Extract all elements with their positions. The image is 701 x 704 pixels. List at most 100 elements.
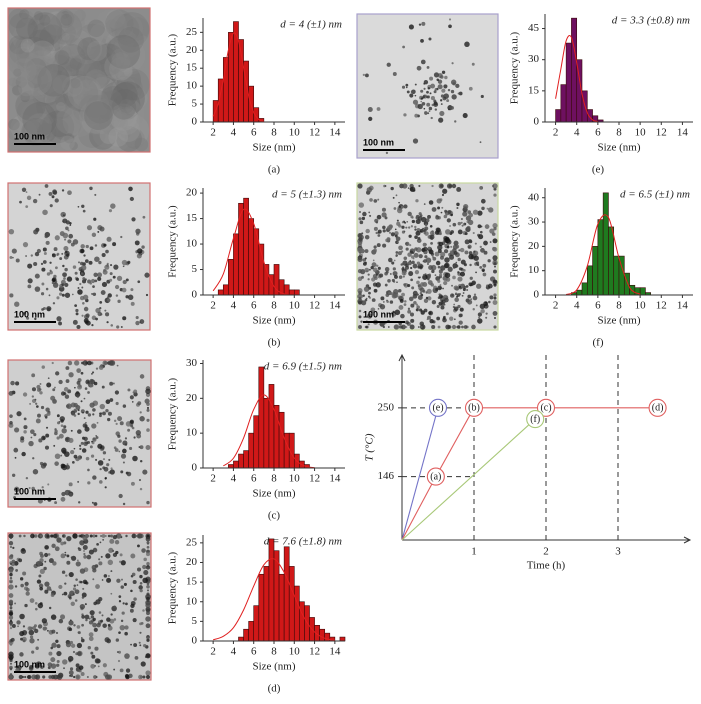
tem-particle [68, 627, 73, 632]
x-tick-label: 6 [251, 300, 257, 312]
tem-particle [391, 293, 397, 299]
tem-particle [23, 430, 27, 434]
tem-particle [453, 303, 456, 306]
tem-particle [69, 619, 72, 622]
tem-particle [14, 456, 17, 459]
tem-particle [414, 228, 417, 231]
tem-particle [370, 265, 374, 270]
tem-particle [435, 287, 439, 291]
tem-texture [89, 38, 100, 50]
tem-particle [58, 618, 64, 624]
tem-texture [88, 72, 110, 93]
tem-texture [60, 135, 75, 151]
tem-texture [33, 81, 56, 104]
tem-particle [38, 438, 43, 443]
tem-particle [93, 381, 98, 386]
tem-particle [428, 37, 432, 41]
tem-particle [50, 593, 55, 597]
tem-texture [68, 80, 82, 95]
tem-particle [386, 237, 391, 241]
bar [278, 411, 285, 469]
tem-particle [365, 297, 368, 300]
tem-particle [480, 308, 485, 314]
tem-particle [65, 226, 69, 231]
tem-texture [102, 78, 129, 104]
tem-particle [82, 423, 88, 428]
tem-particle [120, 453, 127, 459]
tem-particle [121, 287, 127, 293]
tem-particle [145, 552, 151, 557]
tem-particle [431, 300, 437, 305]
tem-particle [72, 460, 75, 464]
tem-particle [67, 190, 72, 196]
tem-particle [120, 326, 123, 328]
tem-particle [474, 242, 477, 245]
tem-particle [86, 225, 93, 231]
tem-particle [60, 424, 64, 428]
tem-particle [91, 315, 97, 321]
tem-particle [146, 592, 150, 596]
tem-particle [130, 424, 134, 428]
tem-particle [377, 198, 380, 201]
tem-particle [405, 83, 409, 87]
tem-particle [408, 234, 412, 238]
tem-particle [75, 578, 78, 581]
tem-particle [110, 467, 113, 470]
y-tick-label: 15 [186, 62, 198, 74]
tem-particle [83, 441, 88, 447]
tem-particle [139, 487, 143, 491]
tem-texture [86, 84, 111, 108]
tem-particle [427, 262, 429, 265]
point-marker [426, 467, 445, 486]
tem-particle [97, 272, 103, 278]
tem-particle [102, 451, 107, 455]
bar [248, 621, 255, 642]
tem-particle [380, 296, 385, 301]
tem-particle [46, 306, 52, 312]
tem-particle [9, 605, 13, 608]
tem-particle [139, 459, 143, 463]
tem-particle [473, 293, 477, 296]
tem-texture [89, 45, 117, 74]
tem-particle [360, 320, 363, 323]
tem-particle [391, 261, 395, 265]
y-tick-label: 30 [186, 357, 198, 369]
tem-particle [81, 615, 85, 619]
tem-particle [14, 301, 20, 307]
tem-particle [64, 582, 67, 585]
tem-particle [89, 610, 95, 616]
y-tick-label: 15 [186, 212, 198, 224]
tem-texture [86, 62, 114, 91]
tem-particle [8, 593, 14, 598]
tem-particle [461, 325, 464, 329]
tem-particle [106, 674, 113, 680]
tem-particle [132, 579, 137, 585]
tem-particle [358, 202, 365, 208]
tem-particle [33, 624, 37, 628]
tem-particle [458, 320, 463, 325]
tem-particle [29, 665, 34, 670]
tem-texture [71, 92, 106, 128]
scale-bar-label: 100 nm [363, 137, 394, 147]
tem-particle [449, 225, 451, 227]
tem-texture [15, 76, 28, 88]
tem-particle [102, 539, 105, 541]
tem-particle [25, 191, 28, 193]
tem-particle [33, 261, 38, 267]
tem-texture [48, 107, 82, 141]
x-tick-label: 6 [595, 300, 601, 312]
tem-particle [122, 602, 125, 605]
tem-particle [477, 318, 483, 324]
tem-texture [65, 73, 92, 100]
tem-image: 100 nm [7, 182, 151, 331]
tem-particle [23, 534, 26, 538]
tem-particle [52, 282, 59, 288]
tem-particle [27, 263, 33, 269]
tem-particle [420, 100, 423, 103]
tem-particle [475, 304, 478, 307]
tem-particle [63, 425, 67, 429]
tem-particle [64, 489, 71, 496]
tem-particle [139, 411, 142, 414]
tem-particle [9, 255, 13, 259]
tem-particle [464, 250, 469, 255]
